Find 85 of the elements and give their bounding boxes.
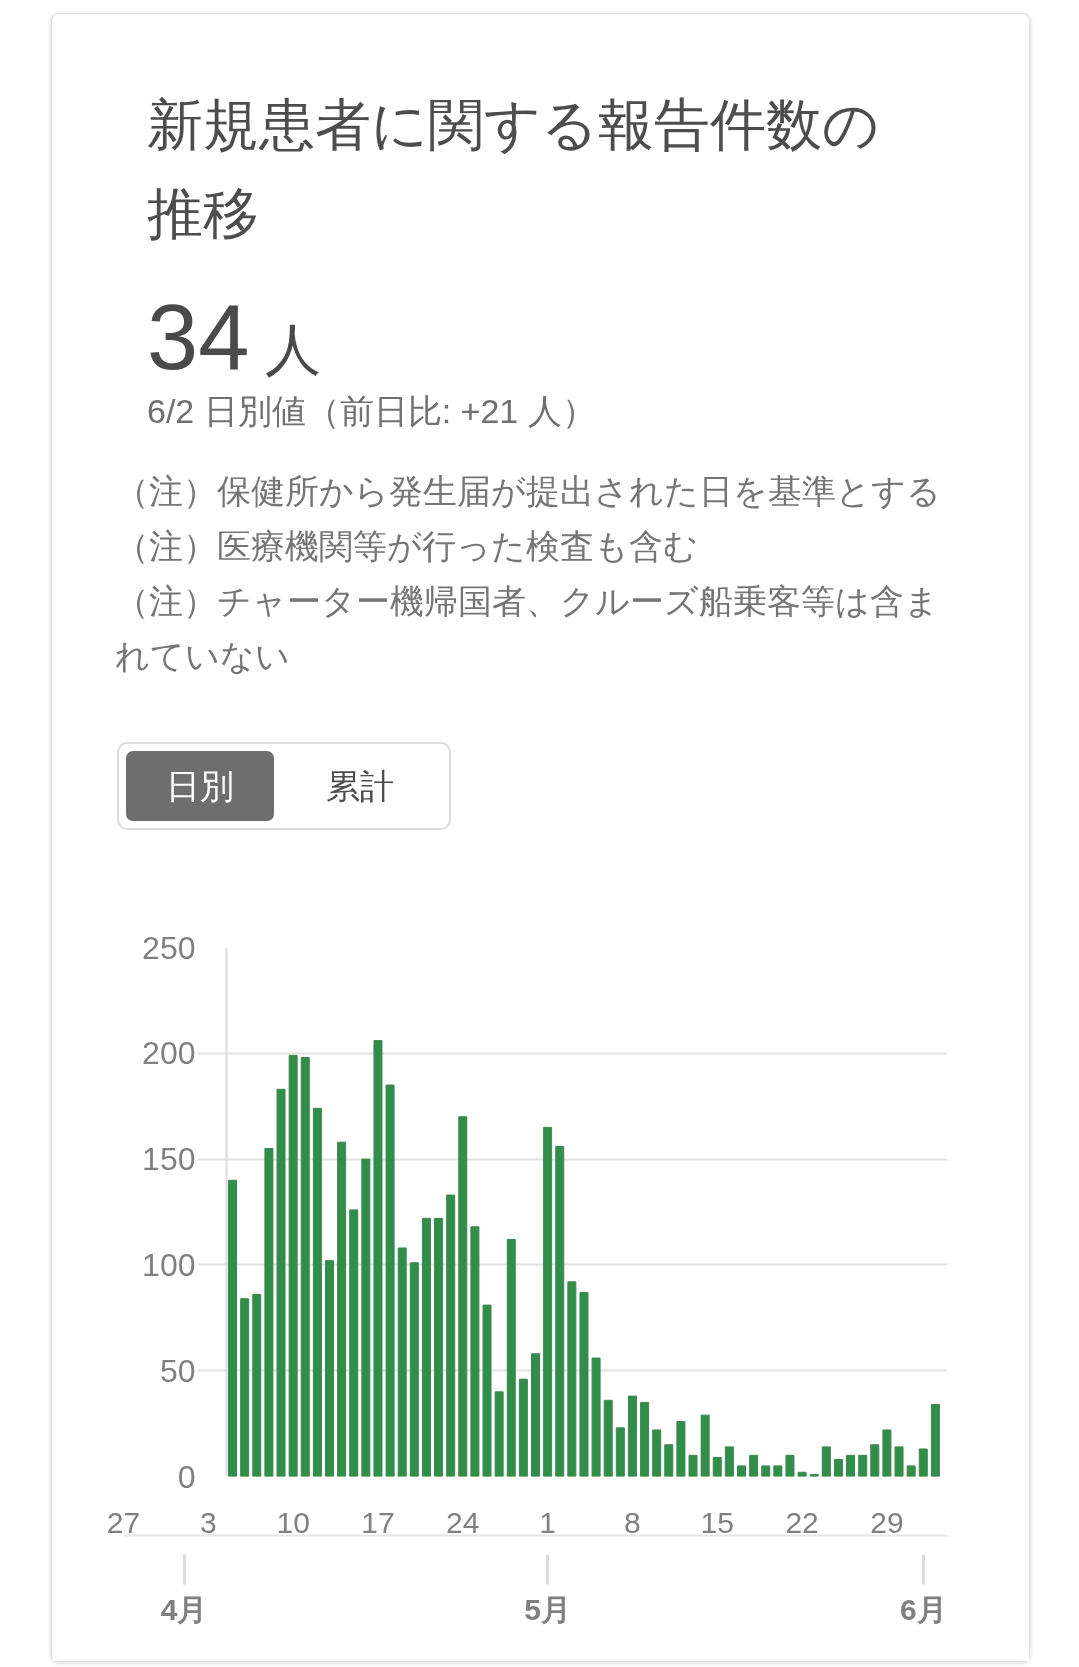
bar xyxy=(652,1429,662,1477)
bar xyxy=(458,1116,468,1477)
bar xyxy=(312,1107,322,1477)
x-tick-label: 1 xyxy=(539,1505,556,1539)
chart-title: 新規患者に関する報告件数の推移 xyxy=(147,92,880,247)
bar xyxy=(664,1444,674,1477)
bar xyxy=(737,1465,746,1477)
bar xyxy=(749,1454,759,1477)
bar xyxy=(276,1088,286,1477)
bar xyxy=(373,1040,383,1477)
bar xyxy=(627,1395,637,1477)
bar xyxy=(518,1378,528,1477)
bar xyxy=(724,1446,734,1477)
bar xyxy=(349,1209,359,1477)
bar xyxy=(240,1298,250,1477)
x-tick-label: 15 xyxy=(700,1505,734,1539)
x-tick-label: 27 xyxy=(106,1505,141,1539)
text: （注）保健所から発生届が提出された日を基準とする xyxy=(115,471,942,512)
x-tick-label: 10 xyxy=(276,1505,310,1539)
bar xyxy=(773,1465,783,1477)
text: 6/2 日別値（前日比: +21 人） xyxy=(147,391,596,432)
bar xyxy=(688,1454,698,1477)
bar xyxy=(421,1217,431,1477)
y-tick-label: 250 xyxy=(142,929,196,966)
x-tick-label: 8 xyxy=(624,1505,641,1539)
x2-tick-label: 5月 xyxy=(524,1592,571,1626)
bar xyxy=(785,1454,795,1477)
bar xyxy=(264,1148,274,1477)
bar xyxy=(603,1399,613,1477)
x-tick-label: 3 xyxy=(199,1505,217,1539)
x-tick-label: 22 xyxy=(785,1505,819,1539)
bar xyxy=(397,1247,407,1477)
text: 日別 xyxy=(126,751,274,821)
bar xyxy=(870,1444,880,1477)
bar xyxy=(712,1456,722,1477)
bar xyxy=(543,1126,553,1477)
bar xyxy=(228,1179,238,1477)
y-tick-label: 200 xyxy=(142,1035,196,1072)
x-tick-label: 24 xyxy=(446,1505,480,1539)
x-tick-label: 17 xyxy=(361,1505,395,1539)
bar xyxy=(797,1471,807,1477)
bar xyxy=(700,1414,710,1477)
x2-tick-label: 6月 xyxy=(899,1592,947,1626)
bar xyxy=(434,1217,444,1477)
bar xyxy=(494,1391,504,1477)
bar xyxy=(300,1057,310,1477)
bar xyxy=(591,1357,601,1477)
bar xyxy=(252,1294,262,1477)
bar xyxy=(567,1281,577,1477)
bar xyxy=(894,1446,904,1477)
bar xyxy=(337,1141,347,1477)
bar xyxy=(846,1454,856,1477)
bar xyxy=(918,1448,928,1477)
bar xyxy=(882,1429,892,1477)
y-tick-label: 100 xyxy=(142,1246,196,1283)
bar xyxy=(579,1291,589,1477)
text: （注）医療機関等が行った検査も含む xyxy=(115,526,699,567)
bar xyxy=(640,1401,650,1477)
y-tick-label: 0 xyxy=(177,1458,196,1495)
bar xyxy=(555,1145,565,1477)
bar xyxy=(506,1239,516,1477)
bar xyxy=(761,1465,771,1477)
x2-tick-label: 4月 xyxy=(160,1592,208,1626)
bar xyxy=(833,1459,843,1477)
bar xyxy=(930,1404,940,1477)
chart-subtitle: 34 人 xyxy=(147,286,321,388)
bar xyxy=(821,1446,831,1477)
y-tick-label: 150 xyxy=(142,1141,196,1178)
y-tick-label: 50 xyxy=(159,1352,196,1389)
bar xyxy=(385,1084,395,1477)
bar xyxy=(288,1054,298,1477)
text: 累計 xyxy=(324,766,395,807)
bar xyxy=(325,1260,334,1477)
bar xyxy=(858,1454,868,1477)
bar xyxy=(361,1158,371,1477)
text: （注）チャーター機帰国者、クルーズ船乗客等は含まれていない xyxy=(115,581,940,677)
bar xyxy=(676,1420,686,1477)
bar xyxy=(446,1194,456,1477)
bar xyxy=(482,1304,492,1477)
x-tick-label: 29 xyxy=(870,1505,904,1539)
bar xyxy=(470,1226,480,1477)
bar xyxy=(531,1353,540,1477)
bar xyxy=(906,1465,916,1477)
bar xyxy=(409,1262,419,1477)
bar xyxy=(615,1427,625,1477)
